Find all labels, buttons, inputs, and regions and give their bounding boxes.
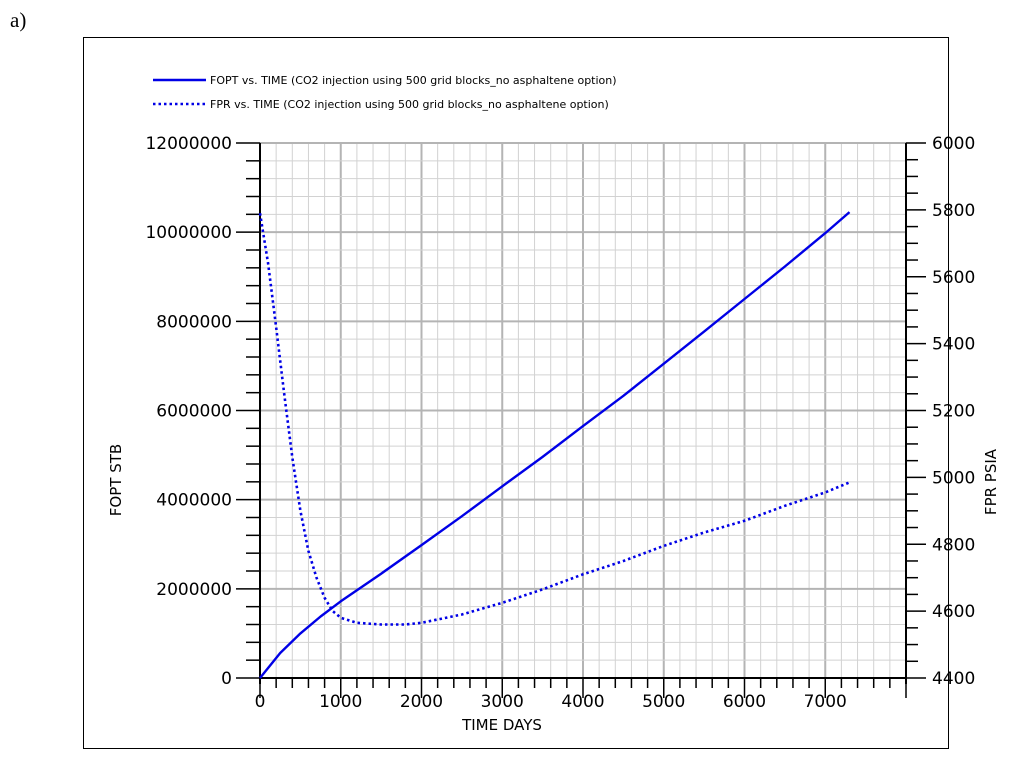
x-tick-label: 5000 bbox=[642, 692, 685, 712]
ticks: 0 2000000 4000000 6000000 8000000 10000000 120… bbox=[145, 134, 975, 712]
x-tick-label: 3000 bbox=[481, 692, 524, 712]
y-right-tick-label: 5600 bbox=[932, 268, 975, 288]
y-right-tick-label: 5800 bbox=[932, 201, 975, 221]
y-right-axis-title: FPR PSIA bbox=[982, 448, 1000, 515]
y-left-tick-label: 10000000 bbox=[145, 223, 232, 243]
chart-frame bbox=[83, 37, 949, 749]
y-left-tick-label: 12000000 bbox=[145, 134, 232, 154]
legend-label-fpr: FPR vs. TIME (CO2 injection using 500 gr… bbox=[210, 98, 609, 111]
y-right-tick-label: 5000 bbox=[932, 468, 975, 488]
x-tick-label: 2000 bbox=[400, 692, 443, 712]
x-tick-label: 6000 bbox=[723, 692, 766, 712]
y-right-tick-label: 4400 bbox=[932, 669, 975, 689]
x-tick-label: 7000 bbox=[804, 692, 847, 712]
y-right-tick-label: 6000 bbox=[932, 134, 975, 154]
y-right-tick-label: 4600 bbox=[932, 602, 975, 622]
x-tick-label: 0 bbox=[255, 692, 266, 712]
legend-label-fopt: FOPT vs. TIME (CO2 injection using 500 g… bbox=[210, 74, 617, 87]
x-tick-label: 4000 bbox=[561, 692, 604, 712]
y-left-tick-label: 6000000 bbox=[156, 402, 232, 422]
x-axis-title: TIME DAYS bbox=[461, 716, 542, 734]
y-left-tick-label: 2000000 bbox=[156, 580, 232, 600]
y-right-tick-label: 5400 bbox=[932, 335, 975, 355]
y-right-tick-label: 4800 bbox=[932, 535, 975, 555]
grid bbox=[259, 142, 907, 679]
x-tick-label: 1000 bbox=[319, 692, 362, 712]
panel-label: a) bbox=[10, 8, 27, 32]
y-left-tick-label: 0 bbox=[221, 669, 232, 689]
y-left-tick-label: 8000000 bbox=[156, 312, 232, 332]
series-group bbox=[258, 211, 851, 679]
y-left-axis-title: FOPT STB bbox=[107, 444, 125, 516]
series-line-fpr bbox=[258, 212, 850, 626]
series-line-fopt bbox=[259, 211, 851, 679]
y-right-tick-label: 5200 bbox=[932, 402, 975, 422]
legend: FOPT vs. TIME (CO2 injection using 500 g… bbox=[153, 74, 617, 111]
y-left-tick-label: 4000000 bbox=[156, 491, 232, 511]
